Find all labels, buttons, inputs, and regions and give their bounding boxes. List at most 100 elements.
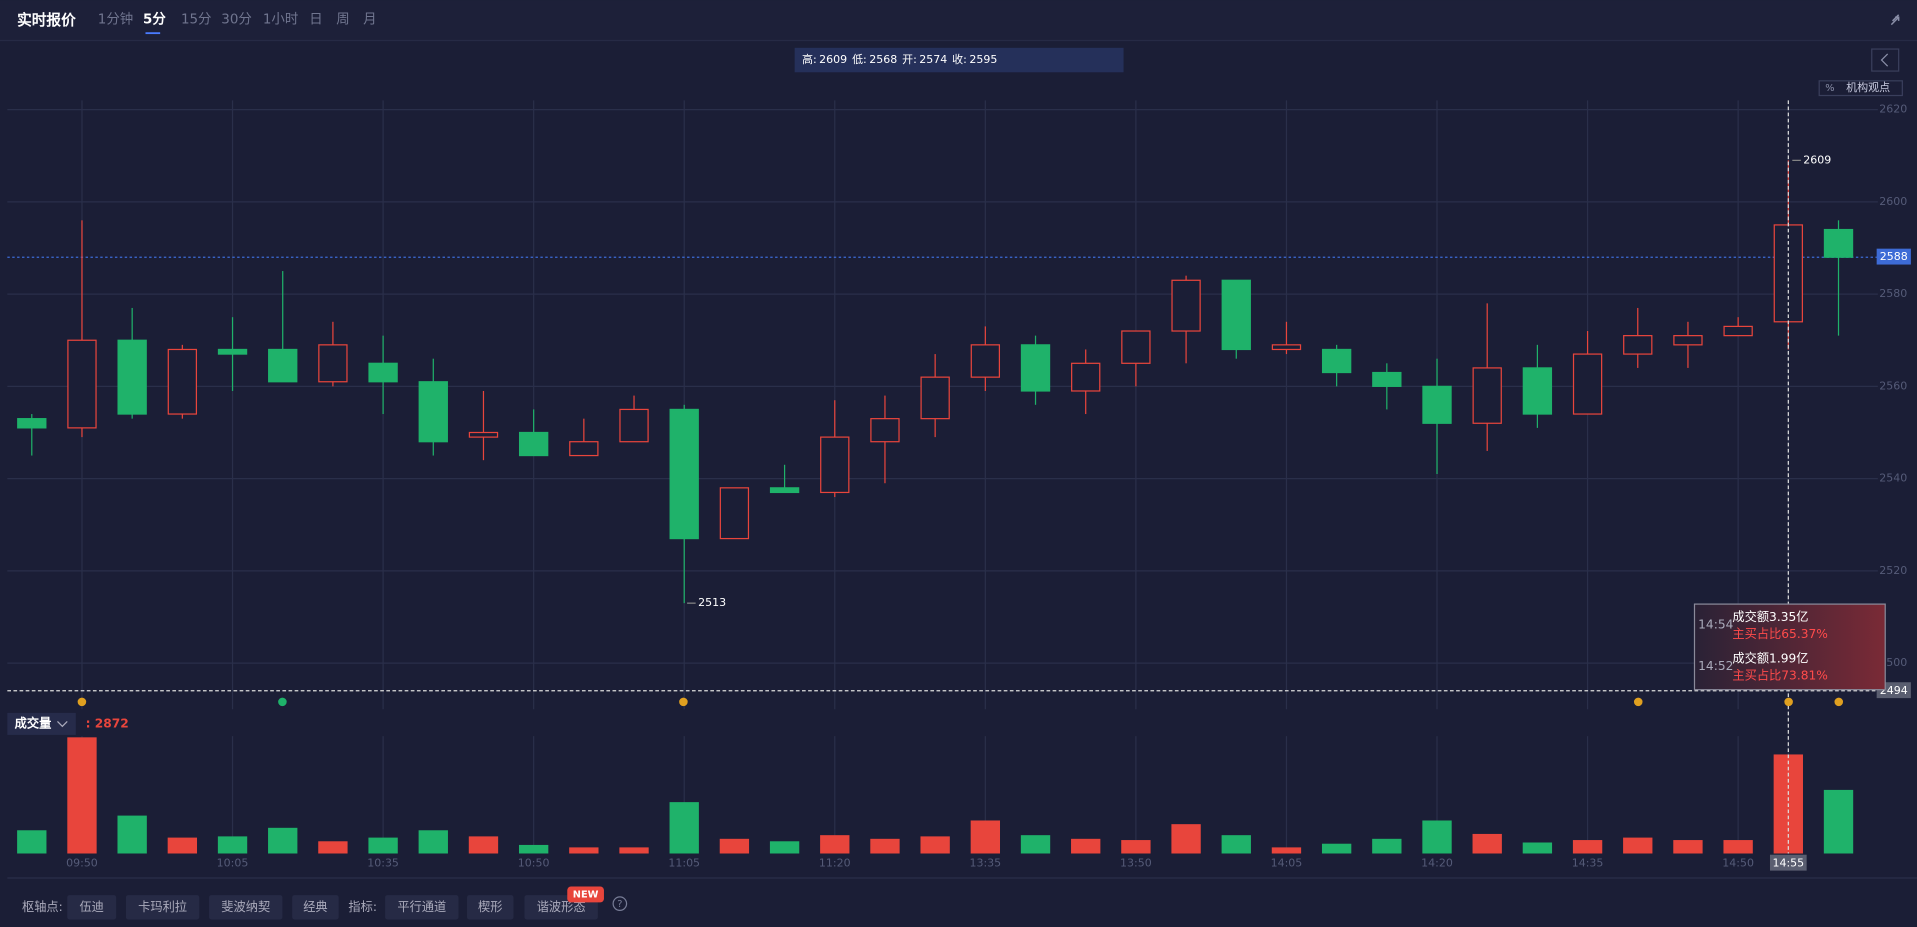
volume-bar — [468, 836, 499, 854]
volume-bar — [1372, 838, 1402, 854]
candle-body — [1321, 348, 1352, 374]
dropdown-icon — [57, 721, 68, 728]
volume-bar — [769, 841, 800, 854]
volume-bar — [920, 836, 950, 854]
volume-bar — [619, 847, 649, 854]
candle-body — [468, 431, 499, 438]
x-tick-label: 11:05 — [668, 856, 700, 869]
volume-bar — [1271, 847, 1302, 854]
side-button[interactable] — [1818, 80, 1903, 97]
candle-body — [368, 362, 398, 383]
period-tab[interactable]: 30分 — [221, 12, 252, 28]
candle-body — [1372, 371, 1402, 387]
period-tab[interactable]: 5分 — [143, 12, 166, 28]
volume-bar — [67, 737, 97, 854]
candle-body — [1823, 228, 1854, 258]
new-badge — [567, 886, 604, 903]
candle-body — [17, 418, 47, 429]
volume-bar — [1673, 840, 1703, 854]
y-tick-label: 2560 — [1879, 379, 1907, 392]
info-bar — [794, 47, 1124, 73]
indicator-button[interactable] — [385, 895, 459, 920]
y-tick-label: 2580 — [1879, 287, 1907, 300]
event-icon[interactable] — [1633, 697, 1643, 707]
candle-body — [1121, 330, 1151, 364]
candle-body — [769, 487, 800, 494]
x-tick-label: 10:05 — [217, 856, 249, 869]
tooltip-ratio: 主买占比65.37% — [1732, 626, 1827, 641]
candle-body — [1271, 344, 1302, 351]
indicator-button[interactable] — [467, 895, 514, 920]
back-button[interactable] — [1871, 48, 1900, 72]
candle-body — [518, 431, 549, 457]
volume-bar — [1071, 838, 1101, 854]
period-tab[interactable]: 1分钟 — [98, 11, 133, 28]
candle-body — [1572, 353, 1603, 415]
crosshair-x-box — [1769, 854, 1807, 871]
pivot-button-label: 经典 — [303, 900, 327, 914]
volume-bar — [1472, 833, 1502, 854]
back-icon — [1880, 53, 1889, 67]
candle-body — [1020, 344, 1051, 392]
new-badge-label: NEW — [573, 889, 599, 900]
y-tick-label: 2540 — [1879, 472, 1907, 485]
candle-body — [1221, 279, 1251, 351]
volume-bar — [1020, 835, 1051, 854]
pivot-button[interactable] — [209, 895, 283, 920]
period-tab[interactable]: 日 — [309, 13, 322, 28]
tooltip-box — [1693, 603, 1886, 691]
candle-body — [669, 408, 699, 540]
event-icon[interactable] — [1834, 697, 1844, 707]
x-tick-label: 14:35 — [1572, 856, 1604, 869]
tooltip-ratio: 主买占比73.81% — [1732, 668, 1827, 683]
volume-bar — [17, 830, 47, 854]
x-tick-label: 10:35 — [367, 856, 399, 869]
volume-current: : 2872 — [86, 716, 129, 730]
period-tab[interactable]: 1小时 — [263, 12, 298, 28]
help-icon[interactable] — [612, 896, 628, 911]
collapse-icon[interactable] — [1890, 14, 1900, 26]
tooltip-time: 14:54 — [1698, 617, 1733, 631]
pivot-button[interactable] — [292, 895, 339, 920]
event-icon[interactable] — [679, 697, 688, 707]
event-icon[interactable] — [77, 697, 87, 707]
x-tick-label: 11:20 — [819, 856, 851, 869]
volume-bar — [518, 844, 549, 854]
volume-bar — [167, 837, 198, 854]
pivot-button-label: 伍迪 — [79, 900, 103, 914]
volume-bar — [820, 835, 850, 854]
tooltip-amount: 成交额1.99亿 — [1732, 651, 1808, 666]
candle-body — [920, 376, 950, 420]
period-tab[interactable]: 月 — [363, 13, 376, 28]
info-value: 2568 — [869, 53, 897, 66]
low-marker: 2513 — [698, 596, 726, 609]
tooltip-amount: 成交额3.35亿 — [1732, 609, 1808, 624]
candle-body — [1623, 335, 1653, 355]
info-value: 2609 — [819, 53, 847, 66]
candle-body — [1522, 367, 1553, 415]
volume-bar — [970, 820, 1001, 854]
y-tick-label: 2600 — [1879, 195, 1907, 208]
volume-bar — [870, 838, 900, 854]
period-tab[interactable]: 周 — [336, 13, 349, 28]
current-price-box — [1876, 248, 1911, 265]
period-tab[interactable]: 15分 — [181, 12, 212, 28]
info-label: 低: — [852, 53, 867, 66]
event-icon[interactable] — [1784, 697, 1793, 707]
x-tick-label: 14:05 — [1271, 856, 1303, 869]
candle-body — [1472, 367, 1502, 424]
volume-selector[interactable] — [7, 712, 76, 735]
volume-bar — [719, 838, 750, 854]
candle-body — [1171, 279, 1201, 332]
pivot-button[interactable] — [67, 895, 117, 920]
volume-name: 成交量 — [15, 715, 52, 730]
candle-body — [870, 418, 900, 443]
indicator-button-label: 楔形 — [478, 900, 502, 914]
info-label: 收: — [952, 52, 967, 66]
pivot-button[interactable] — [125, 895, 200, 920]
candle-body — [167, 348, 198, 415]
candle-body — [318, 344, 348, 383]
volume-bar — [1623, 837, 1653, 854]
event-icon[interactable] — [278, 697, 287, 707]
